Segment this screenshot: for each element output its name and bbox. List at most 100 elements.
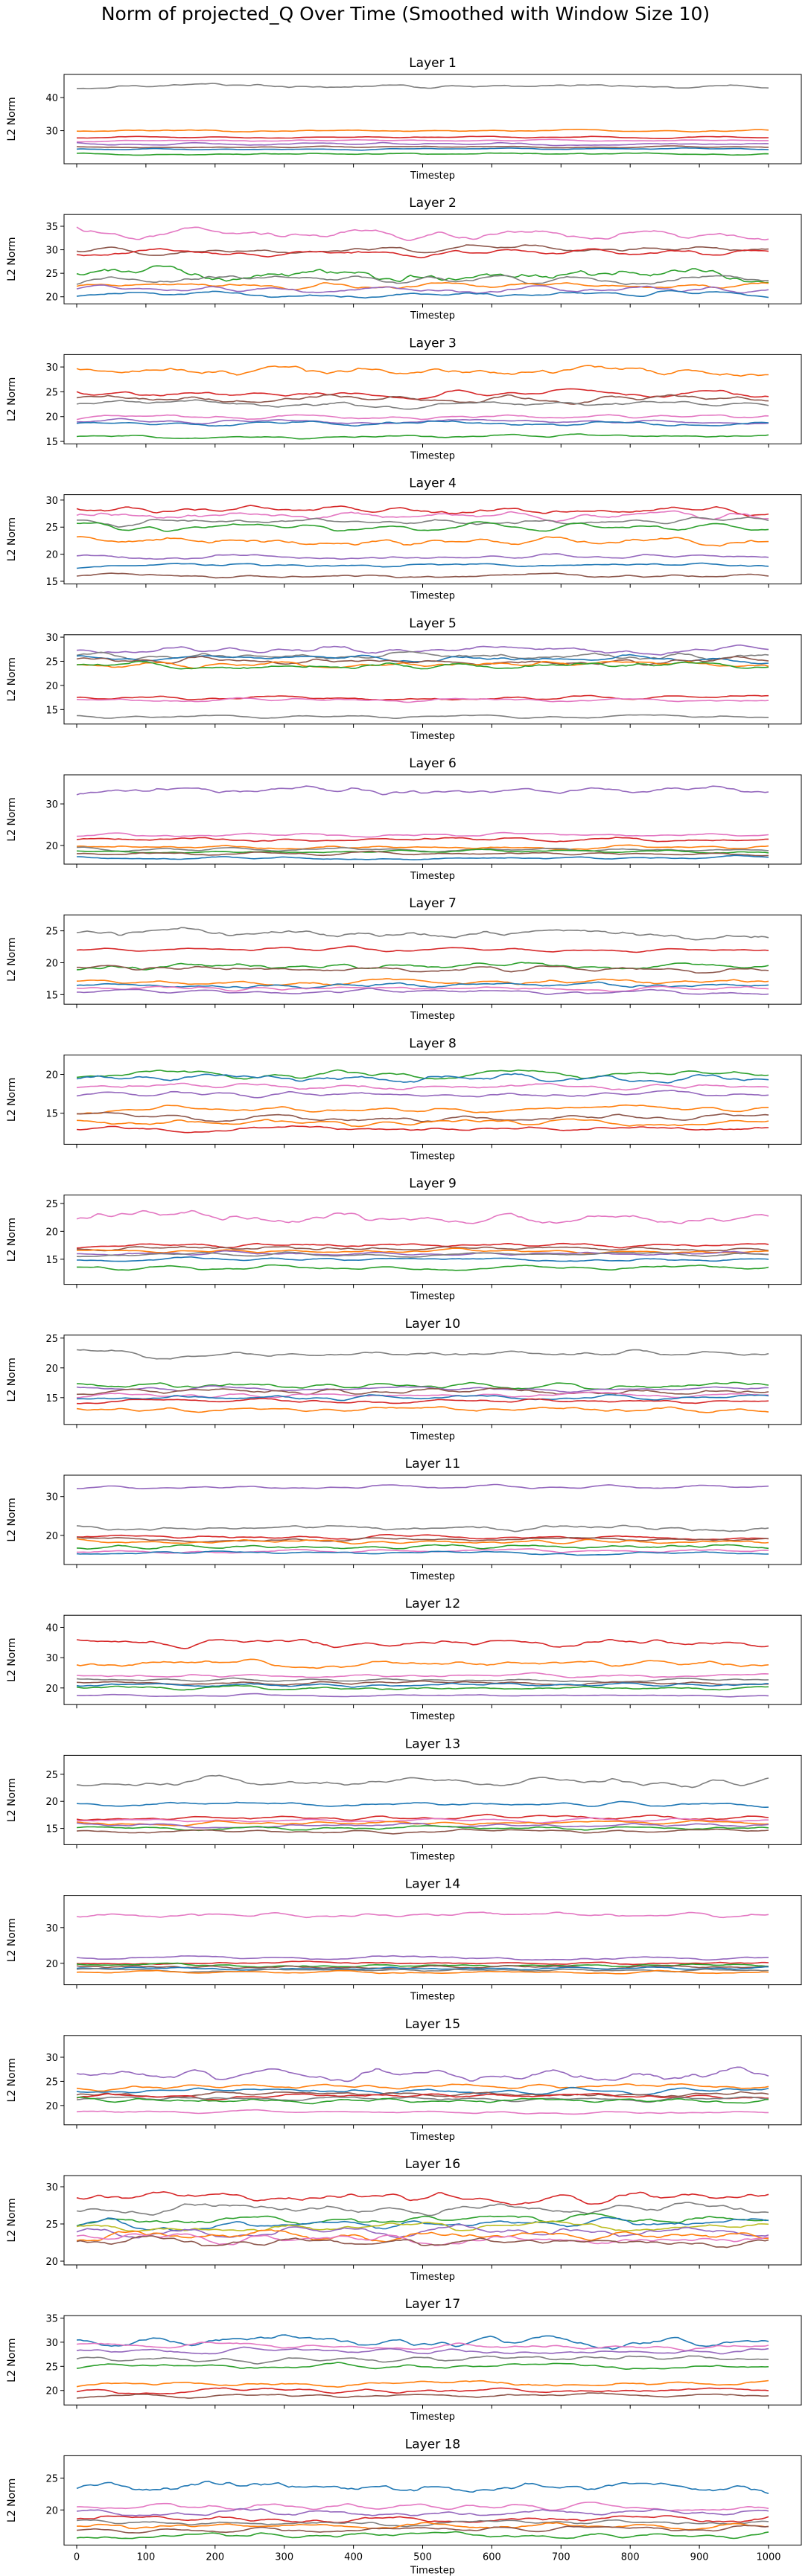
series-line-7	[76, 1256, 769, 1262]
series-line-8	[76, 433, 769, 440]
x-tick-label: 700	[552, 2551, 570, 2563]
y-tick-label: 20	[45, 412, 58, 424]
series-line-7	[76, 284, 769, 294]
x-tick-label: 1000	[756, 2551, 780, 2563]
series-line-5	[76, 1391, 769, 1399]
axes-frame	[63, 1335, 802, 1425]
y-tick-label: 20	[45, 958, 58, 969]
subplot-layer-16: Layer 16 20 25 30 Timestep L2 Norm	[6, 2157, 802, 2283]
series-line-6	[76, 1544, 769, 1550]
subplot-layer-13: Layer 13 15 20 25 Timestep L2 Norm	[6, 1736, 802, 1862]
axes-frame	[63, 2455, 802, 2545]
series-line-8	[76, 697, 769, 703]
series-group	[76, 1349, 769, 1413]
series-line-6	[76, 1966, 769, 1971]
series-line-8	[76, 1406, 769, 1413]
subplot-layer-5: Layer 5 15 20 25 30 Timestep L2 Norm	[6, 616, 802, 742]
y-tick-label: 25	[45, 1334, 58, 1345]
axes-frame	[63, 1614, 802, 1705]
series-line-4	[76, 265, 769, 284]
subplot-layer-11: Layer 11 20 30 Timestep L2 Norm	[6, 1457, 802, 1582]
series-line-5	[76, 1104, 769, 1115]
y-tick-label: 25	[45, 2473, 58, 2484]
x-tick-label: 100	[136, 2551, 155, 2563]
series-line-8	[76, 1969, 769, 1975]
series-line-8	[76, 1828, 769, 1835]
subplot-layer-14: Layer 14 20 30 Timestep L2 Norm	[6, 1877, 802, 2003]
series-line-7	[76, 562, 769, 569]
series-group	[76, 644, 769, 720]
series-line-7	[77, 850, 769, 857]
axes-frame	[63, 1474, 802, 1565]
subplot-layer-6: Layer 6 20 30 Timestep L2 Norm	[6, 756, 802, 882]
subplot-title: Layer 8	[409, 1036, 457, 1051]
series-line-4	[76, 1387, 769, 1396]
series-line-5	[76, 2519, 769, 2528]
series-line-3	[76, 2213, 769, 2227]
series-line-6	[76, 145, 769, 149]
x-axis-label: Timestep	[410, 2132, 455, 2143]
series-group	[76, 505, 769, 579]
y-tick-label: 25	[45, 1199, 58, 1210]
series-line-1	[76, 644, 769, 656]
series-line-4	[76, 2355, 769, 2365]
axes-frame	[63, 774, 802, 865]
series-line-2	[76, 2502, 769, 2511]
axes-frame	[63, 1754, 802, 1845]
axes-frame	[63, 74, 802, 164]
y-tick-label: 25	[45, 1770, 58, 1781]
series-line-8	[76, 152, 769, 156]
subplot-title: Layer 13	[405, 1736, 460, 1751]
subplot-layer-2: Layer 2 20 25 30 35 Timestep L2 Norm	[6, 196, 802, 322]
series-line-3	[76, 1672, 769, 1678]
y-axis-label: L2 Norm	[6, 377, 18, 421]
y-axis-label: L2 Norm	[6, 2198, 18, 2242]
y-tick-label: 20	[45, 841, 58, 852]
series-line-5	[76, 1538, 769, 1545]
series-line-8	[76, 2392, 769, 2399]
series-line-5	[76, 846, 769, 853]
series-line-1	[77, 83, 769, 89]
series-line-6	[76, 2522, 769, 2531]
subplot-title: Layer 5	[409, 616, 457, 631]
subplot-layer-1: Layer 1 30 40 Timestep L2 Norm	[6, 56, 802, 182]
series-line-2	[76, 651, 769, 661]
y-tick-label: 15	[45, 577, 58, 588]
series-line-1	[76, 785, 769, 796]
series-line-6	[76, 1682, 769, 1688]
x-axis-label: Timestep	[410, 1291, 455, 1303]
axes-frame	[63, 1895, 802, 1986]
series-line-6	[76, 1251, 769, 1258]
series-line-1	[76, 1911, 769, 1919]
series-line-3	[76, 2508, 769, 2516]
series-line-2	[76, 388, 769, 400]
x-axis-label: Timestep	[410, 2272, 455, 2283]
series-line-1	[76, 1638, 769, 1649]
series-group	[76, 365, 769, 440]
x-tick-label: 800	[621, 2551, 640, 2563]
series-group	[76, 2066, 769, 2115]
series-line-8	[76, 572, 769, 579]
subplot-layer-17: Layer 17 20 25 30 35 Timestep L2 Norm	[6, 2297, 802, 2423]
series-line-5	[76, 275, 769, 286]
series-line-4	[77, 965, 769, 974]
y-tick-label: 35	[45, 2313, 58, 2324]
series-line-2	[76, 129, 769, 133]
series-line-8	[76, 1693, 769, 1698]
series-line-3	[76, 1385, 769, 1393]
y-axis-label: L2 Norm	[6, 1778, 18, 1822]
x-tick-label: 400	[344, 2551, 363, 2563]
y-axis-label: L2 Norm	[6, 1218, 18, 1262]
y-tick-label: 25	[45, 656, 58, 668]
y-tick-label: 30	[45, 246, 58, 257]
series-line-2	[76, 244, 769, 256]
x-axis-label: Timestep	[410, 1011, 455, 1022]
series-line-3	[76, 1245, 769, 1252]
y-axis-label: L2 Norm	[6, 2478, 18, 2522]
series-line-2	[76, 831, 769, 838]
y-tick-label: 35	[45, 222, 58, 233]
series-line-3	[76, 1813, 769, 1821]
y-tick-label: 25	[45, 269, 58, 280]
series-line-2	[76, 1955, 769, 1961]
